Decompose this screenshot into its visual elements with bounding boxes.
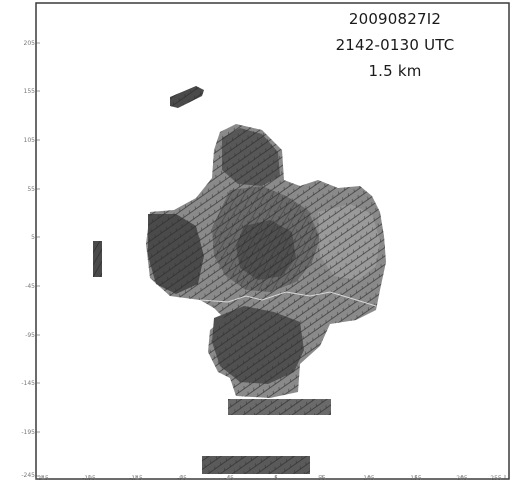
- y-tick-label: -95: [25, 332, 35, 339]
- x-tick-label: -145: [129, 475, 143, 482]
- x-tick-label: 5: [274, 475, 278, 482]
- boundary-line: [199, 291, 377, 307]
- x-tick-label: -45: [224, 475, 234, 482]
- isolated-echoes: [93, 86, 331, 474]
- y-tick-label: -245: [21, 472, 35, 479]
- wind-barb-field-core: [212, 186, 320, 292]
- y-tick-label: -145: [21, 380, 35, 387]
- x-tick-label: 205: [456, 475, 468, 482]
- x-tick-label: -245: [35, 475, 49, 482]
- case-id-label: 20090827I2: [348, 10, 442, 28]
- y-tick-label: -45: [25, 283, 35, 290]
- y-tick-label: 205: [23, 40, 35, 47]
- time-range-label: 2142-0130 UTC: [335, 36, 455, 54]
- x-tick-label: 155: [410, 475, 422, 482]
- x-tick-label: 255: [490, 475, 502, 482]
- y-tick-label: -195: [21, 429, 35, 436]
- x-tick-label: 105: [363, 475, 375, 482]
- altitude-label: 1.5 km: [368, 62, 422, 80]
- radar-echo-region: [146, 124, 386, 398]
- y-tick-label: 55: [27, 186, 35, 193]
- y-tick-label: 155: [23, 88, 35, 95]
- y-tick-label: 105: [23, 137, 35, 144]
- y-tick-label: 5: [31, 234, 35, 241]
- axis-ticks: [36, 42, 506, 479]
- x-tick-label: 55: [318, 475, 326, 482]
- x-tick-label: -195: [82, 475, 96, 482]
- x-tick-label: -95: [177, 475, 187, 482]
